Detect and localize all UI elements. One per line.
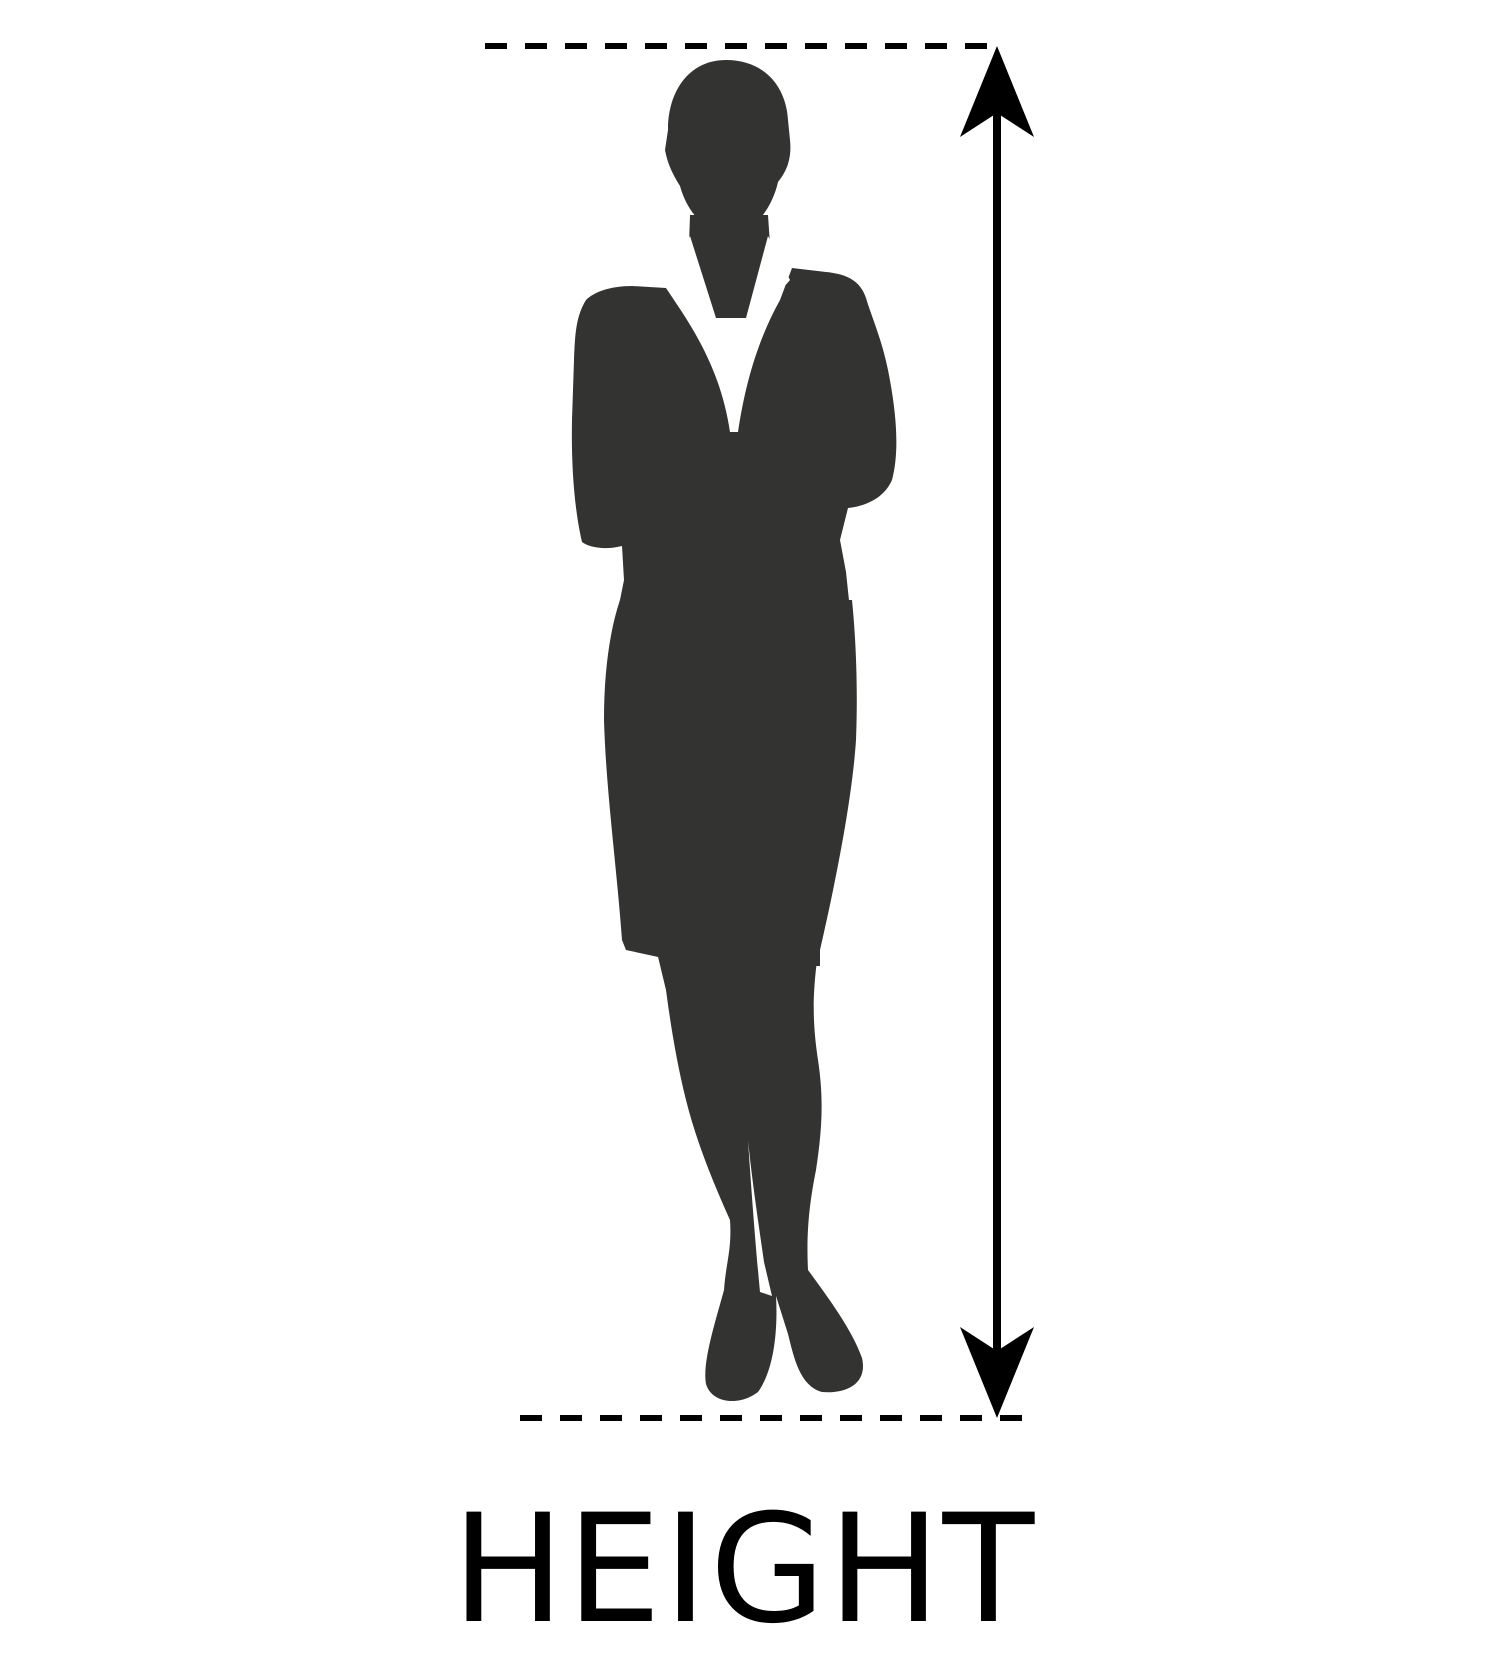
- silhouette-leg-gap: [748, 1140, 772, 1296]
- silhouette-jacket: [571, 268, 897, 610]
- woman-in-suit-silhouette-icon: [571, 60, 897, 1402]
- silhouette-head: [665, 60, 791, 230]
- arrow-head-top: [960, 46, 1034, 137]
- silhouette-collar: [666, 236, 790, 420]
- double-headed-vertical-arrow-icon: [960, 46, 1034, 1418]
- height-caption: HEIGHT: [451, 1483, 1037, 1657]
- arrow-head-bottom: [960, 1327, 1034, 1418]
- silhouette-legs: [654, 940, 863, 1402]
- silhouette-skirt: [604, 600, 857, 966]
